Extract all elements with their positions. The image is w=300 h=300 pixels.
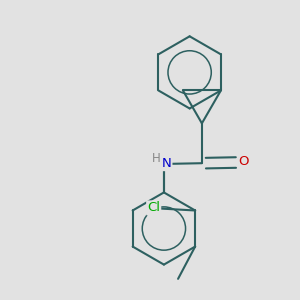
Text: O: O bbox=[238, 155, 249, 168]
Text: Cl: Cl bbox=[147, 201, 160, 214]
Text: H: H bbox=[152, 152, 161, 164]
Text: N: N bbox=[162, 157, 171, 170]
